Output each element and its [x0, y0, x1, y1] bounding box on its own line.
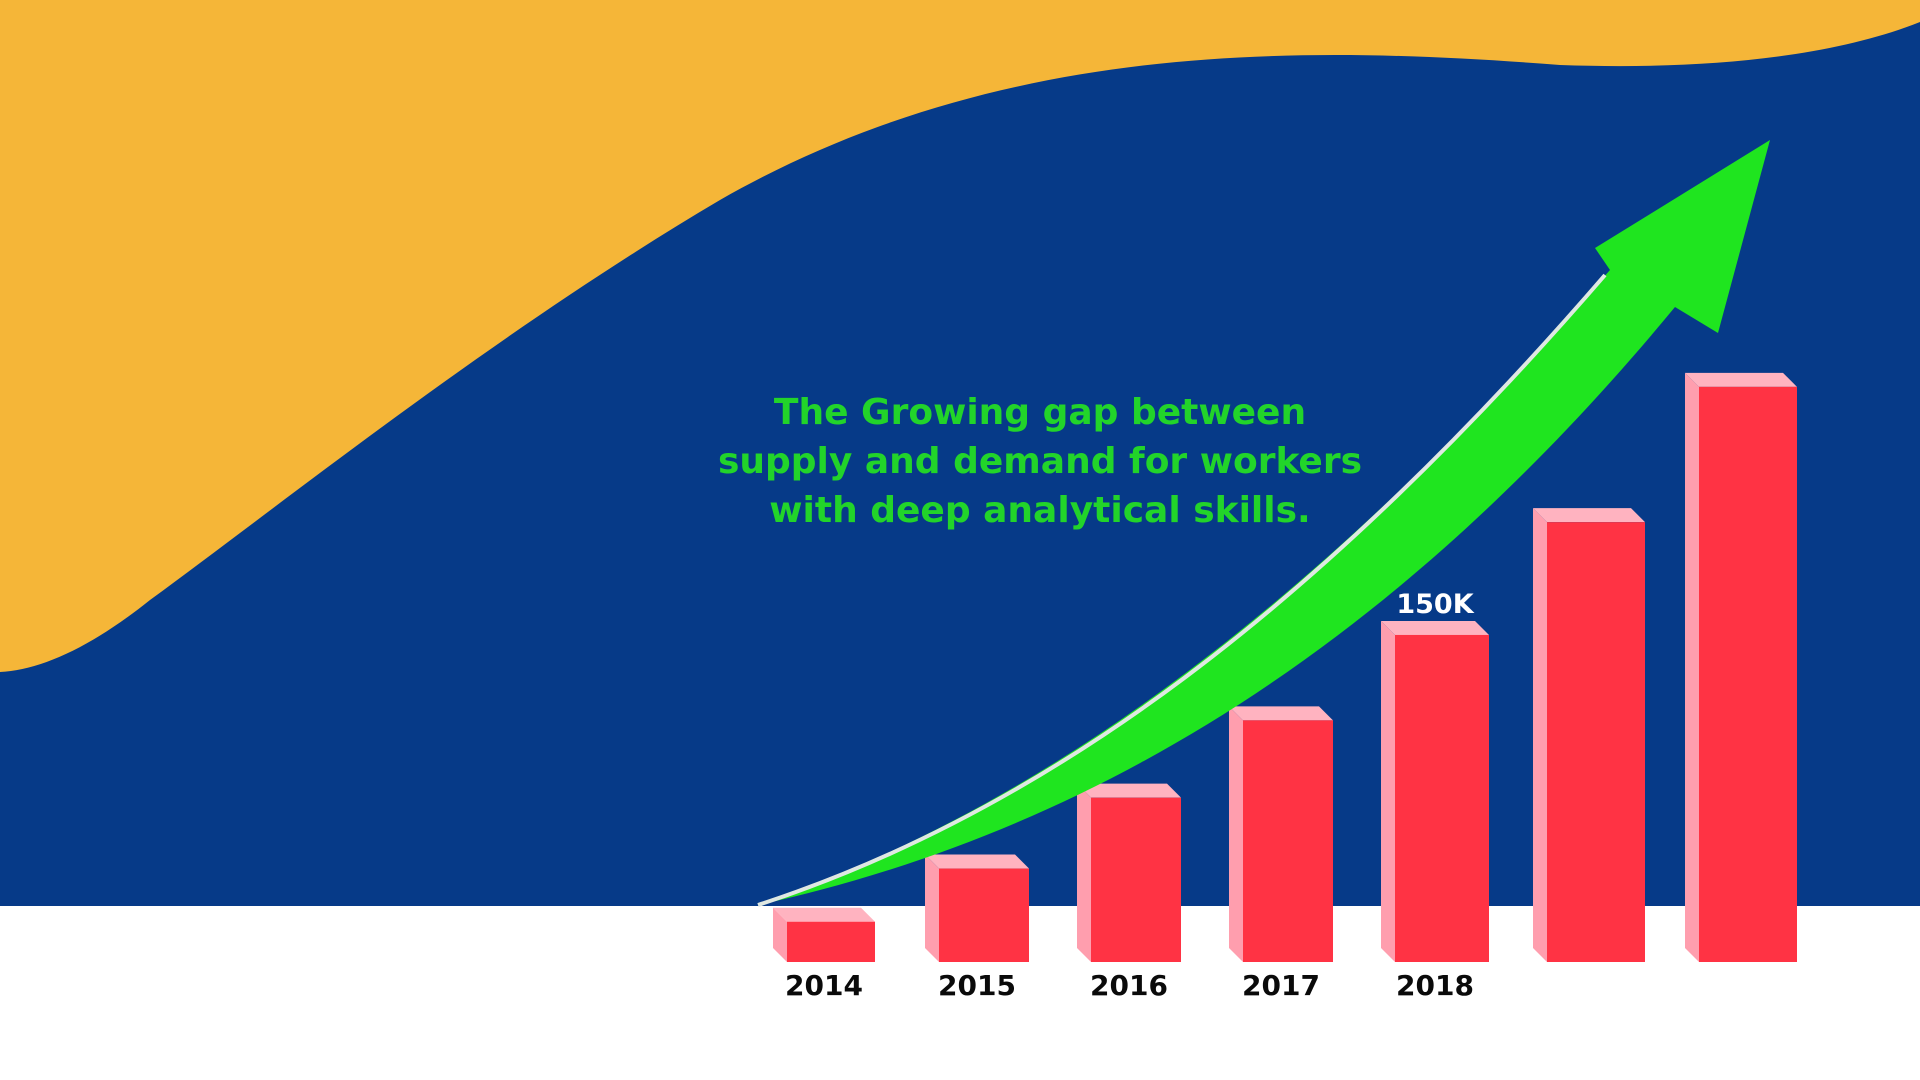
- year-label-2015: 2015: [938, 969, 1016, 1002]
- bar-top: [773, 907, 875, 922]
- bar-2014: [787, 921, 875, 962]
- year-label-2018: 2018: [1396, 969, 1474, 1002]
- value-label: 150K: [1396, 589, 1474, 620]
- background-yellow-wave: [0, 0, 1920, 672]
- bar-side: [1685, 372, 1699, 962]
- year-label-2016: 2016: [1090, 969, 1168, 1002]
- bar-top: [1533, 508, 1645, 523]
- bar-top: [925, 854, 1029, 869]
- headline: The Growing gap between supply and deman…: [700, 388, 1380, 535]
- bar-top: [1685, 372, 1797, 387]
- headline-line-3: with deep analytical skills.: [769, 490, 1311, 531]
- bar-side: [1533, 508, 1547, 962]
- bar-side: [925, 854, 939, 962]
- labels-group: 2014 2015 2016 2017 2018 150K: [785, 589, 1475, 1002]
- year-label-2017: 2017: [1242, 969, 1320, 1002]
- bar-top: [1229, 706, 1333, 721]
- trend-arrow-icon: [758, 140, 1770, 905]
- bar-2015: [939, 868, 1029, 962]
- headline-line-2: supply and demand for workers: [717, 441, 1363, 482]
- bar-side: [1381, 620, 1395, 962]
- bar-2017: [1243, 720, 1333, 962]
- headline-line-1: The Growing gap between: [773, 392, 1307, 433]
- bar-series-7: [1699, 386, 1797, 962]
- bar-side: [1229, 706, 1243, 962]
- bar-side: [1077, 783, 1091, 962]
- bar-side: [773, 907, 787, 962]
- bar-top: [1381, 620, 1489, 635]
- bar-top: [1077, 783, 1181, 798]
- bar-2018: [1395, 634, 1489, 962]
- year-label-2014: 2014: [785, 969, 863, 1002]
- bar-2016: [1091, 797, 1181, 962]
- trend-arrow-highlight: [757, 273, 1607, 907]
- bars-group: [773, 372, 1797, 962]
- bar-series-6: [1547, 522, 1645, 962]
